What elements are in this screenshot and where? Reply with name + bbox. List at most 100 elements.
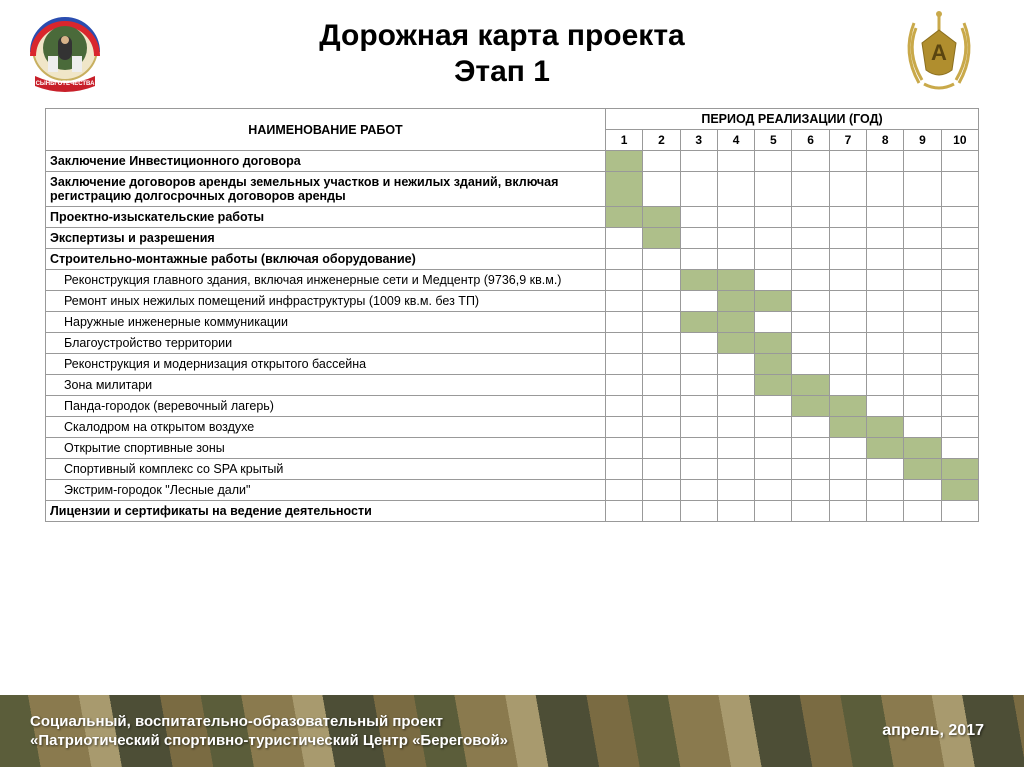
cell	[829, 151, 866, 172]
cell	[606, 249, 643, 270]
cell	[941, 459, 978, 480]
cell	[606, 172, 643, 207]
title-line-2: Этап 1	[110, 54, 894, 90]
cell	[755, 270, 792, 291]
table-row: Наружные инженерные коммуникации	[46, 312, 979, 333]
cell	[867, 228, 904, 249]
row-label: Скалодром на открытом воздухе	[46, 417, 606, 438]
cell	[941, 417, 978, 438]
cell	[904, 375, 941, 396]
cell	[904, 249, 941, 270]
cell	[904, 438, 941, 459]
cell	[680, 438, 717, 459]
cell	[717, 228, 754, 249]
cell	[829, 459, 866, 480]
cell	[606, 333, 643, 354]
cell	[680, 417, 717, 438]
cell	[941, 291, 978, 312]
cell	[680, 291, 717, 312]
cell	[606, 228, 643, 249]
cell	[941, 172, 978, 207]
cell	[941, 501, 978, 522]
cell	[606, 207, 643, 228]
cell	[867, 151, 904, 172]
cell	[792, 151, 829, 172]
cell	[792, 172, 829, 207]
cell	[755, 438, 792, 459]
row-label: Заключение Инвестиционного договора	[46, 151, 606, 172]
cell	[792, 228, 829, 249]
row-label: Реконструкция и модернизация открытого б…	[46, 354, 606, 375]
cell	[643, 459, 680, 480]
cell	[717, 312, 754, 333]
cell	[941, 312, 978, 333]
roadmap-table: НАИМЕНОВАНИЕ РАБОТ ПЕРИОД РЕАЛИЗАЦИИ (ГО…	[45, 108, 979, 522]
table-row: Экстрим-городок "Лесные дали"	[46, 480, 979, 501]
cell	[941, 438, 978, 459]
cell	[755, 228, 792, 249]
cell	[755, 207, 792, 228]
cell	[867, 501, 904, 522]
cell	[792, 270, 829, 291]
header-year-2: 2	[643, 130, 680, 151]
cell	[680, 480, 717, 501]
table-row: Открытие спортивные зоны	[46, 438, 979, 459]
header-year-9: 9	[904, 130, 941, 151]
cell	[680, 249, 717, 270]
cell	[717, 354, 754, 375]
cell	[606, 438, 643, 459]
table-row: Спортивный комплекс со SPA крытый	[46, 459, 979, 480]
row-label: Зона милитари	[46, 375, 606, 396]
cell	[829, 172, 866, 207]
cell	[941, 333, 978, 354]
logo-right-emblem: А	[894, 8, 984, 98]
cell	[680, 354, 717, 375]
cell	[717, 207, 754, 228]
cell	[941, 207, 978, 228]
cell	[792, 375, 829, 396]
cell	[867, 396, 904, 417]
footer-left-line2: «Патриотический спортивно-туристический …	[30, 731, 508, 751]
cell	[904, 228, 941, 249]
cell	[904, 459, 941, 480]
cell	[867, 172, 904, 207]
cell	[904, 354, 941, 375]
cell	[643, 480, 680, 501]
cell	[680, 270, 717, 291]
cell	[643, 151, 680, 172]
cell	[606, 417, 643, 438]
cell	[792, 249, 829, 270]
table-row: Зона милитари	[46, 375, 979, 396]
row-label: Ремонт иных нежилых помещений инфраструк…	[46, 291, 606, 312]
cell	[941, 354, 978, 375]
table-row: Скалодром на открытом воздухе	[46, 417, 979, 438]
cell	[829, 354, 866, 375]
cell	[606, 354, 643, 375]
cell	[606, 291, 643, 312]
cell	[829, 501, 866, 522]
title-line-1: Дорожная карта проекта	[110, 18, 894, 54]
table-row: Панда-городок (веревочный лагерь)	[46, 396, 979, 417]
table-row: Проектно-изыскательские работы	[46, 207, 979, 228]
header: СЫНЫ ОТЕЧЕСТВА Дорожная карта проекта Эт…	[0, 0, 1024, 98]
cell	[606, 375, 643, 396]
cell	[941, 375, 978, 396]
cell	[680, 396, 717, 417]
row-label: Спортивный комплекс со SPA крытый	[46, 459, 606, 480]
cell	[867, 375, 904, 396]
cell	[867, 417, 904, 438]
cell	[717, 333, 754, 354]
cell	[867, 207, 904, 228]
cell	[829, 396, 866, 417]
cell	[755, 480, 792, 501]
footer-bar: Социальный, воспитательно-образовательны…	[0, 695, 1024, 767]
cell	[717, 172, 754, 207]
table-row: Заключение Инвестиционного договора	[46, 151, 979, 172]
cell	[867, 291, 904, 312]
cell	[829, 312, 866, 333]
cell	[755, 291, 792, 312]
cell	[643, 375, 680, 396]
cell	[867, 459, 904, 480]
cell	[717, 151, 754, 172]
header-year-3: 3	[680, 130, 717, 151]
